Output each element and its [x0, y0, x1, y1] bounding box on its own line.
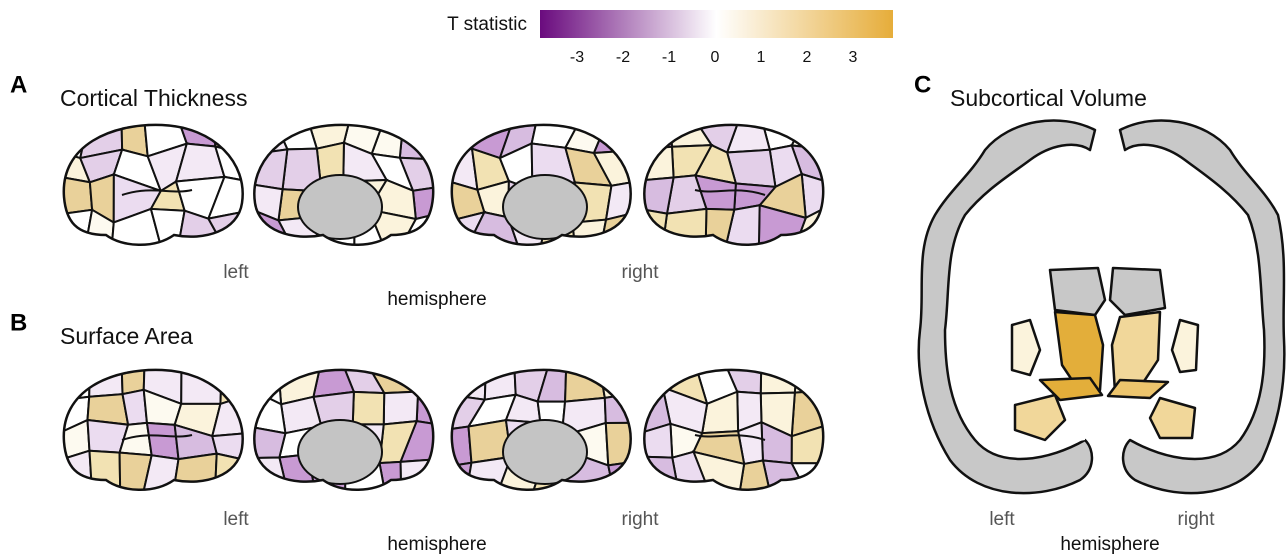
- region: [206, 175, 243, 220]
- brain-view: [643, 123, 825, 246]
- regions: [644, 124, 824, 245]
- region: [180, 369, 223, 405]
- brain-view: [62, 123, 244, 246]
- colorbar-tick-label: -3: [570, 49, 584, 66]
- regions: [644, 369, 824, 490]
- region: [63, 208, 94, 245]
- region: [603, 392, 631, 424]
- cortex-maps: [62, 123, 825, 491]
- region: [63, 175, 94, 216]
- regions: [451, 369, 631, 490]
- hemisphere-label: left: [223, 509, 249, 530]
- sulcus: [694, 434, 766, 441]
- regions: [254, 124, 434, 245]
- brain-view: [62, 368, 244, 491]
- sulcus: [694, 189, 766, 196]
- regions: [63, 369, 243, 490]
- region: [110, 207, 162, 245]
- panel-title: Surface Area: [60, 323, 193, 349]
- region: [724, 204, 761, 245]
- brain-outline: [643, 123, 825, 246]
- hemisphere-label: right: [622, 262, 660, 283]
- region: [219, 369, 243, 406]
- region: [644, 455, 680, 490]
- region: [415, 390, 434, 427]
- medial-wall: [297, 174, 383, 240]
- colorbar-tick-label: -1: [662, 49, 676, 66]
- hemisphere-label: right: [1178, 509, 1216, 530]
- medial-wall: [502, 419, 588, 485]
- colorbar-tick-label: 0: [711, 49, 720, 66]
- hemisphere-label: right: [622, 509, 660, 530]
- brain-outline: [253, 368, 435, 491]
- region: [644, 207, 669, 245]
- medial-wall: [502, 174, 588, 240]
- region: [63, 369, 91, 402]
- region: [451, 425, 473, 468]
- region: [790, 124, 824, 151]
- brain-view: [450, 368, 632, 491]
- region: [451, 369, 488, 401]
- medial-wall: [297, 419, 383, 485]
- colorbar: [540, 10, 893, 38]
- hemisphere-label: left: [989, 509, 1015, 530]
- regions: [451, 124, 631, 245]
- brain-outline: [62, 368, 244, 491]
- region: [644, 422, 674, 459]
- colorbar-tick-label: 3: [849, 49, 858, 66]
- regions: [254, 369, 434, 490]
- region: [351, 390, 386, 426]
- hemisphere-label: left: [223, 262, 249, 283]
- region: [644, 145, 675, 182]
- region: [172, 452, 218, 490]
- subcortical-slice: [917, 119, 1286, 495]
- region: [411, 185, 434, 221]
- panel-letter: B: [10, 309, 27, 336]
- region: [382, 390, 420, 426]
- panel-title: Subcortical Volume: [950, 85, 1147, 111]
- region: [214, 452, 243, 490]
- region: [88, 369, 124, 398]
- brain-view: [253, 123, 435, 246]
- panel-letter: C: [914, 71, 931, 98]
- region: [211, 432, 243, 462]
- regions: [63, 124, 243, 245]
- region: [592, 124, 631, 155]
- region: [399, 457, 434, 490]
- brain-outline: [643, 368, 825, 491]
- region: [598, 369, 631, 400]
- brain-view: [450, 123, 632, 246]
- region: [661, 207, 708, 245]
- brain-outline: [253, 123, 435, 246]
- brain-outline: [62, 123, 244, 246]
- sulcus: [121, 189, 193, 196]
- panel-letter: A: [10, 71, 27, 98]
- brain-outline: [450, 123, 632, 246]
- region: [644, 176, 675, 215]
- colorbar-ticks: -3 -2 -1 0 1 2 3: [570, 49, 858, 66]
- region: [451, 461, 473, 490]
- colorbar-tick-label: -2: [616, 49, 630, 66]
- sulcus: [121, 434, 193, 441]
- region: [254, 369, 283, 406]
- axis-title: hemisphere: [387, 289, 486, 310]
- axis-title: hemisphere: [387, 534, 486, 555]
- brain-outline: [450, 368, 632, 491]
- brain-view: [643, 368, 825, 491]
- colorbar-tick-label: 1: [757, 49, 766, 66]
- panel-title: Cortical Thickness: [60, 85, 247, 111]
- region: [118, 451, 153, 490]
- region: [145, 421, 180, 461]
- axis-title: hemisphere: [1060, 534, 1159, 555]
- colorbar-tick-label: 2: [803, 49, 812, 66]
- brain-view: [253, 368, 435, 491]
- region: [254, 425, 287, 460]
- region: [738, 459, 771, 490]
- legend-title: T statistic: [447, 14, 527, 35]
